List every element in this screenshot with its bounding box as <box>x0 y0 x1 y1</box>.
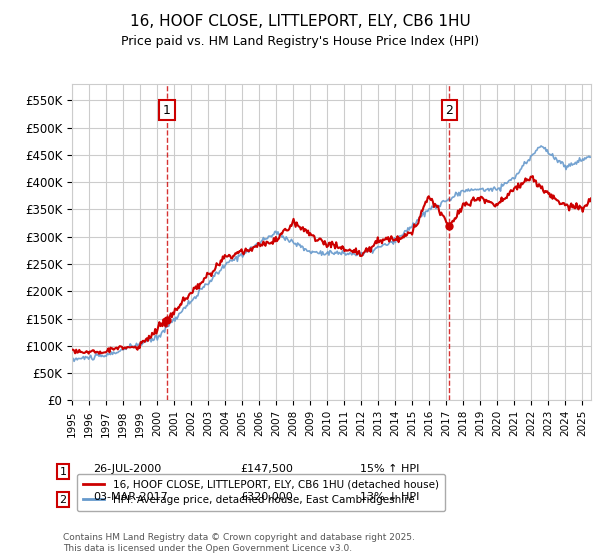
Text: 15% ↑ HPI: 15% ↑ HPI <box>360 464 419 474</box>
Text: 16, HOOF CLOSE, LITTLEPORT, ELY, CB6 1HU: 16, HOOF CLOSE, LITTLEPORT, ELY, CB6 1HU <box>130 14 470 29</box>
Text: £147,500: £147,500 <box>240 464 293 474</box>
Text: Contains HM Land Registry data © Crown copyright and database right 2025.
This d: Contains HM Land Registry data © Crown c… <box>63 533 415 553</box>
Text: 1: 1 <box>163 104 171 116</box>
Text: Price paid vs. HM Land Registry's House Price Index (HPI): Price paid vs. HM Land Registry's House … <box>121 35 479 48</box>
Text: £320,000: £320,000 <box>240 492 293 502</box>
Text: 03-MAR-2017: 03-MAR-2017 <box>93 492 168 502</box>
Text: 2: 2 <box>59 494 67 505</box>
Legend: 16, HOOF CLOSE, LITTLEPORT, ELY, CB6 1HU (detached house), HPI: Average price, d: 16, HOOF CLOSE, LITTLEPORT, ELY, CB6 1HU… <box>77 474 445 511</box>
Text: 26-JUL-2000: 26-JUL-2000 <box>93 464 161 474</box>
Text: 2: 2 <box>445 104 453 116</box>
Text: 13% ↓ HPI: 13% ↓ HPI <box>360 492 419 502</box>
Text: 1: 1 <box>59 466 67 477</box>
